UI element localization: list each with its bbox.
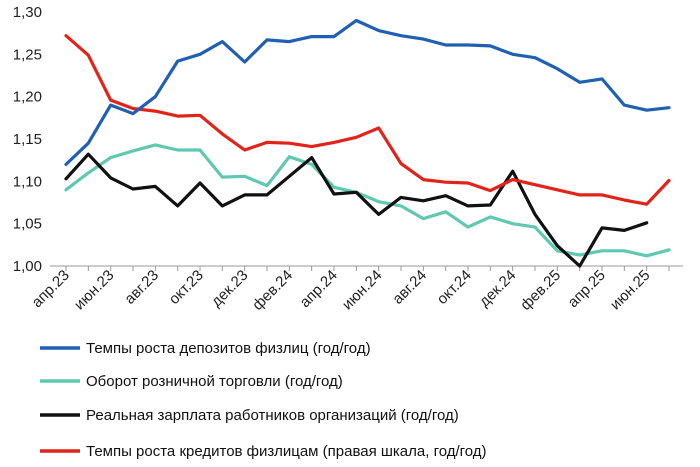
x-tick-label: июн.24 <box>339 267 386 314</box>
x-tick-label: окт.23 <box>166 267 207 308</box>
x-tick-label: дек.24 <box>476 267 519 310</box>
y-tick-label: 1,15 <box>13 131 42 148</box>
legend-label-1: Оборот розничной торговли (год/год) <box>86 373 343 390</box>
legend: Темпы роста депозитов физлиц (год/год) Об… <box>40 340 487 460</box>
x-tick-label: фев.24 <box>249 267 296 314</box>
x-tick-label: апр.24 <box>297 267 341 311</box>
series-line-0 <box>64 18 671 166</box>
y-axis: 1,00 1,05 1,10 1,15 1,20 1,25 1,30 <box>13 4 42 275</box>
x-tick-label: авг.24 <box>389 267 430 308</box>
series-line-2 <box>64 152 649 268</box>
legend-label-3: Темпы роста кредитов физлицам (правая шк… <box>86 443 487 460</box>
series-layer <box>64 18 671 268</box>
series-line-1 <box>64 143 671 258</box>
x-tick-label: авг.23 <box>121 267 162 308</box>
x-tick-label: фев.25 <box>517 267 564 314</box>
x-tick-label: окт.24 <box>434 267 475 308</box>
y-tick-label: 1,00 <box>13 258 42 275</box>
x-tick-label: июн.25 <box>607 267 654 314</box>
series-line-3 <box>64 34 671 206</box>
x-tick-label: апр.25 <box>565 267 609 311</box>
y-tick-label: 1,25 <box>13 46 42 63</box>
y-tick-label: 1,30 <box>13 4 42 21</box>
legend-label-2: Реальная зарплата работников организаций… <box>86 407 459 424</box>
y-tick-label: 1,10 <box>13 173 42 190</box>
legend-label-0: Темпы роста депозитов физлиц (год/год) <box>86 340 371 357</box>
y-tick-label: 1,05 <box>13 216 42 233</box>
y-tick-label: 1,20 <box>13 89 42 106</box>
x-tick-label: дек.23 <box>208 267 251 310</box>
x-tick-label: июн.23 <box>71 267 118 314</box>
